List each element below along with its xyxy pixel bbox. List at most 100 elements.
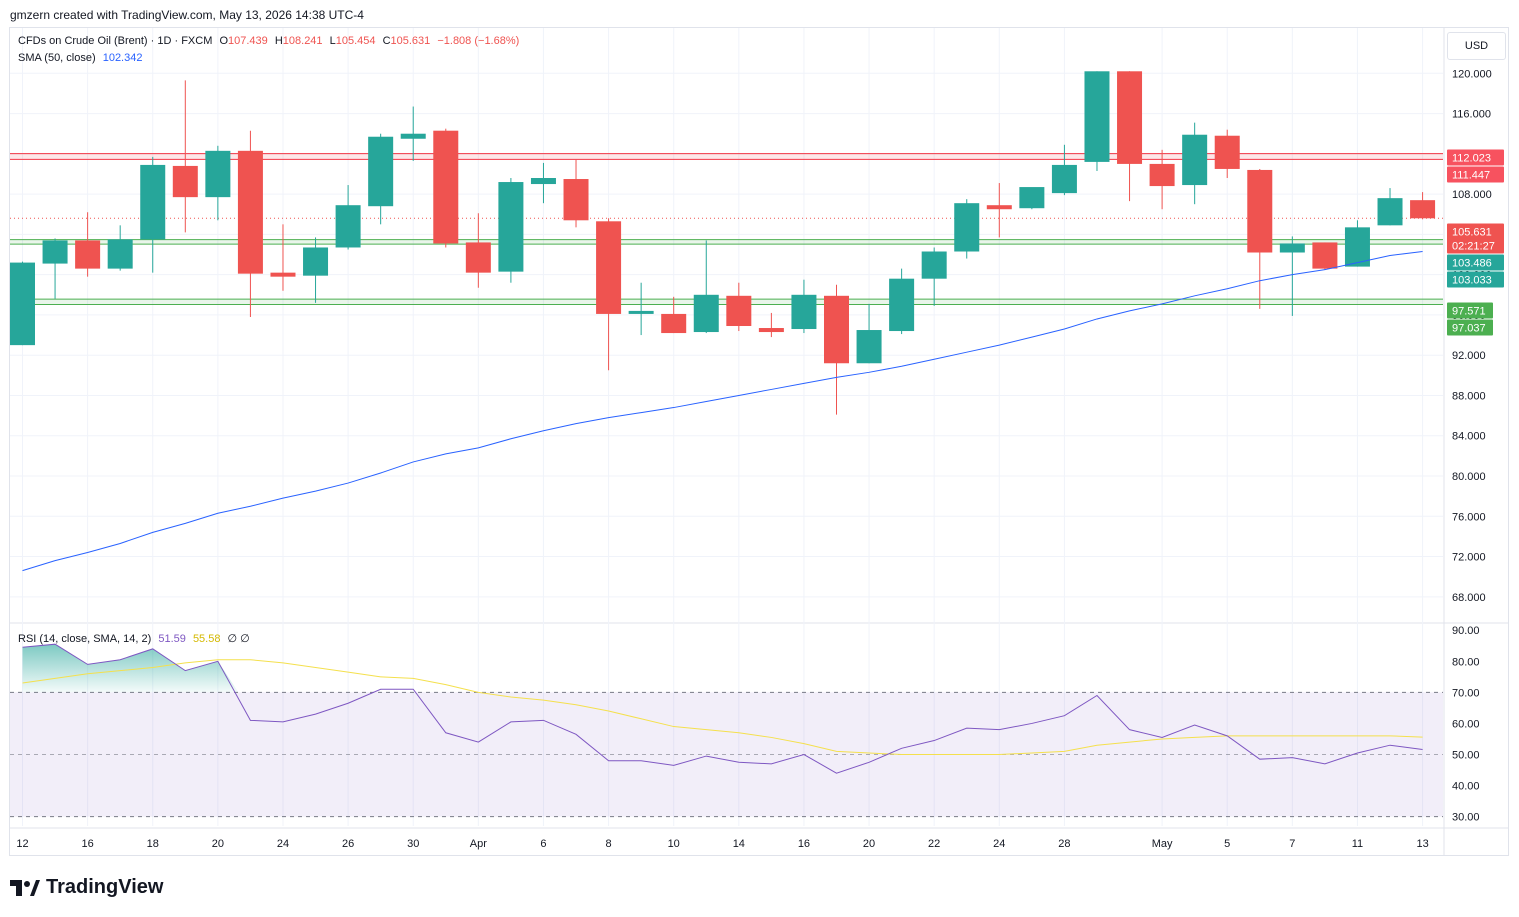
- candle-body: [1344, 227, 1370, 267]
- time-tick-label: 20: [863, 838, 875, 850]
- price-axis-label-bg: [1447, 254, 1504, 271]
- zone-resistance: [10, 153, 1443, 160]
- rsi-tick-label: 50.00: [1452, 750, 1480, 762]
- time-tick-label: 10: [668, 838, 680, 850]
- price-axis-label-bg: [1447, 302, 1493, 319]
- tradingview-logo[interactable]: TradingView: [10, 876, 163, 899]
- attribution-text: gmzern created with TradingView.com, May…: [10, 8, 364, 22]
- rsi-label: RSI (14, close, SMA, 14, 2): [18, 633, 152, 645]
- candle-body: [726, 295, 752, 327]
- price-axis-label-bg: [1447, 271, 1504, 288]
- price-tick-label: 80.000: [1452, 471, 1486, 483]
- candle-body: [693, 294, 719, 333]
- candle-body: [758, 328, 784, 333]
- candle-body: [270, 272, 296, 277]
- candle-body: [1214, 135, 1240, 169]
- price-axis-label: 103.486: [1452, 258, 1492, 270]
- candle-body: [172, 165, 198, 198]
- time-tick-label: 8: [606, 838, 612, 850]
- time-tick-label: 13: [1416, 838, 1428, 850]
- time-tick-label: 30: [407, 838, 419, 850]
- candle-body: [237, 150, 263, 274]
- open-label: O107.439: [219, 35, 268, 47]
- time-tick-label: 11: [1352, 838, 1363, 850]
- candle-body: [889, 278, 915, 332]
- candle-body: [661, 313, 687, 334]
- time-tick-label: 24: [993, 838, 1005, 850]
- candle-body: [107, 239, 133, 269]
- rsi-sma-value: 55.58: [192, 633, 221, 645]
- time-tick-label: 18: [147, 838, 159, 850]
- price-axis-label-bg: [1447, 149, 1504, 166]
- price-axis-label: 97.571: [1452, 306, 1486, 318]
- candle-body: [530, 178, 556, 185]
- rsi-tick-label: 90.00: [1452, 625, 1480, 637]
- high-value: 108.241: [282, 35, 323, 47]
- sma-legend[interactable]: SMA (50, close) 102.342: [18, 52, 146, 64]
- time-tick-label: 16: [798, 838, 810, 850]
- chart-frame: [9, 27, 1509, 856]
- candle-body: [824, 295, 849, 364]
- rsi-value: 51.59: [158, 633, 186, 645]
- time-tick-label: 5: [1224, 838, 1230, 850]
- time-tick-label: 22: [928, 838, 940, 850]
- candle-body: [433, 130, 459, 244]
- high-label: H108.241: [274, 35, 323, 47]
- candle-body: [1084, 71, 1110, 162]
- candle-body: [1182, 134, 1208, 186]
- price-tick-label: 88.000: [1452, 390, 1486, 402]
- symbol-name[interactable]: CFDs on Crude Oil (Brent) · 1D · FXCM: [18, 35, 213, 47]
- price-axis-label: 105.631: [1452, 227, 1492, 239]
- time-tick-label: 14: [733, 838, 745, 850]
- price-tick-label: 68.000: [1452, 592, 1486, 604]
- price-tick-label: 76.000: [1452, 511, 1486, 523]
- close-label: C105.631: [382, 35, 431, 47]
- candle-body: [1377, 198, 1403, 226]
- price-axis-label-bg: [1447, 166, 1504, 183]
- time-tick-label: 7: [1289, 838, 1295, 850]
- price-axis-label: 97.037: [1452, 323, 1486, 335]
- brand-name: TradingView: [46, 876, 164, 898]
- low-value: 105.454: [335, 35, 376, 47]
- candle-body: [1312, 242, 1338, 269]
- time-tick-label: 6: [540, 838, 546, 850]
- price-legend: CFDs on Crude Oil (Brent) · 1D · FXCM O1…: [18, 35, 523, 47]
- rsi-extra: ∅ ∅: [227, 633, 250, 645]
- price-tick-label: 108.000: [1452, 189, 1492, 201]
- time-tick-label: May: [1152, 838, 1173, 850]
- price-tick-label: 84.000: [1452, 431, 1486, 443]
- candle-body: [921, 251, 947, 279]
- candle-body: [303, 247, 329, 276]
- time-tick-label: 24: [277, 838, 289, 850]
- price-tick-label: 92.000: [1452, 350, 1486, 362]
- rsi-line: [22, 643, 1423, 774]
- rsi-tick-label: 40.00: [1452, 781, 1480, 793]
- change-value: −1.808 (−1.68%): [437, 35, 520, 47]
- price-axis-label: 112.023: [1452, 153, 1491, 165]
- candle-body: [1279, 243, 1305, 253]
- time-tick-label: 12: [16, 838, 28, 850]
- candle-body: [465, 242, 491, 273]
- price-axis-label-bg: [1447, 223, 1504, 240]
- candle-body: [1051, 164, 1077, 194]
- currency-button[interactable]: USD: [1447, 32, 1506, 60]
- price-axis-label: 02:21:27: [1452, 241, 1495, 253]
- time-tick-label: 16: [81, 838, 93, 850]
- zone-support-upper: [10, 239, 1443, 245]
- rsi-tick-label: 70.00: [1452, 687, 1480, 699]
- sma-line: [22, 251, 1423, 572]
- time-tick-label: 28: [1058, 838, 1070, 850]
- candle-body: [335, 205, 361, 248]
- candle-body: [563, 179, 589, 221]
- candle-body: [1247, 169, 1273, 253]
- sma-label: SMA (50, close): [18, 52, 96, 64]
- low-label: L105.454: [329, 35, 376, 47]
- candle-body: [368, 136, 394, 207]
- candle-body: [1117, 71, 1143, 164]
- price-axis-label: 103.033: [1452, 275, 1492, 287]
- price-tick-label: 120.000: [1452, 68, 1492, 80]
- open-value: 107.439: [228, 35, 268, 47]
- rsi-legend[interactable]: RSI (14, close, SMA, 14, 2) 51.59 55.58 …: [18, 632, 254, 645]
- rsi-tick-label: 80.00: [1452, 656, 1480, 668]
